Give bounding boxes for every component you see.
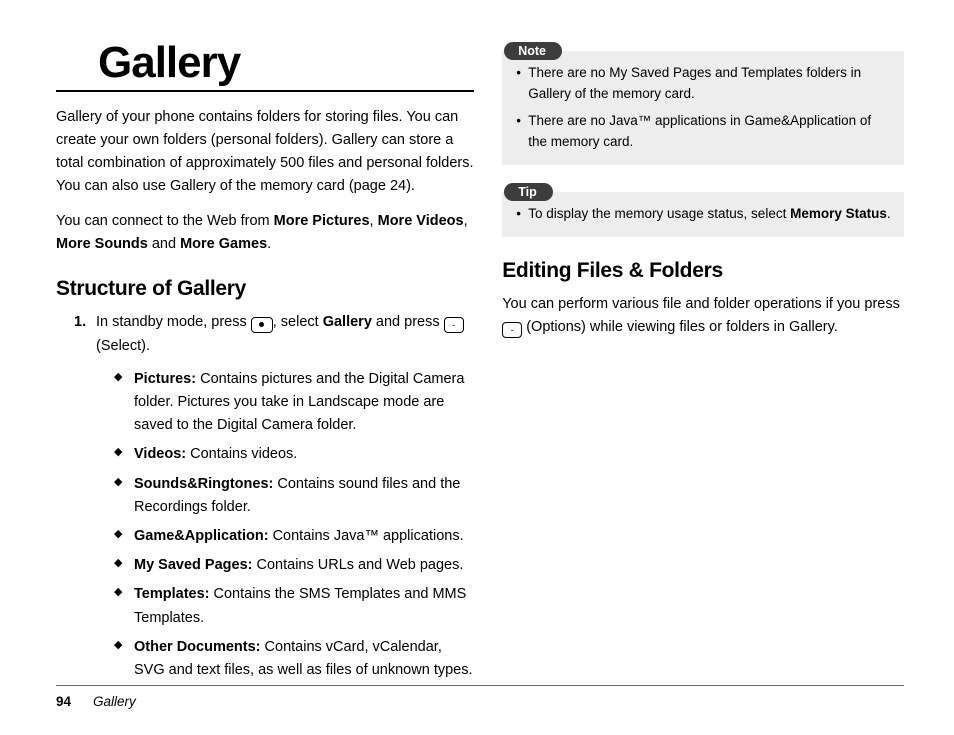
- page-footer: 94 Gallery: [56, 685, 904, 709]
- softkey-icon: ‑: [502, 322, 522, 338]
- folder-name: Other Documents:: [134, 639, 261, 655]
- text: .: [887, 206, 891, 221]
- center-key-icon: [251, 317, 273, 333]
- tip-box: To display the memory usage status, sele…: [502, 192, 904, 237]
- intro-paragraph: Gallery of your phone contains folders f…: [56, 106, 474, 198]
- text: In standby mode, press: [96, 314, 251, 330]
- note-list: There are no My Saved Pages and Template…: [516, 63, 892, 153]
- web-connect-paragraph: You can connect to the Web from More Pic…: [56, 210, 474, 256]
- text: You can perform various file and folder …: [502, 296, 900, 312]
- gallery-menu-label: Gallery: [323, 314, 372, 330]
- memory-status-label: Memory Status: [790, 206, 887, 221]
- folder-list: Pictures: Contains pictures and the Digi…: [96, 368, 474, 682]
- editing-heading: Editing Files & Folders: [502, 259, 904, 283]
- text: .: [267, 236, 271, 252]
- tip-list: To display the memory usage status, sele…: [516, 204, 892, 225]
- steps-list: 1. In standby mode, press , select Galle…: [56, 311, 474, 682]
- text: You can connect to the Web from: [56, 213, 274, 229]
- folder-videos: Videos: Contains videos.: [114, 443, 474, 466]
- text: , select: [273, 314, 323, 330]
- folder-name: My Saved Pages:: [134, 557, 252, 573]
- more-videos-label: More Videos: [378, 213, 464, 229]
- text: To display the memory usage status, sele…: [528, 206, 790, 221]
- note-callout: Note There are no My Saved Pages and Tem…: [502, 42, 904, 165]
- folder-pictures: Pictures: Contains pictures and the Digi…: [114, 368, 474, 438]
- text: (Options) while viewing files or folders…: [522, 319, 838, 335]
- note-item: There are no My Saved Pages and Template…: [516, 63, 892, 105]
- folder-desc: Contains videos.: [186, 446, 297, 462]
- manual-page: Gallery Gallery of your phone contains f…: [0, 0, 954, 735]
- text: and press: [372, 314, 444, 330]
- tip-callout: Tip To display the memory usage status, …: [502, 183, 904, 237]
- folder-name: Videos:: [134, 446, 186, 462]
- text: ,: [370, 213, 378, 229]
- folder-templates: Templates: Contains the SMS Templates an…: [114, 583, 474, 629]
- editing-paragraph: You can perform various file and folder …: [502, 293, 904, 339]
- footer-section: Gallery: [93, 694, 136, 709]
- structure-heading: Structure of Gallery: [56, 277, 474, 301]
- tip-pill: Tip: [504, 183, 553, 201]
- page-title: Gallery: [56, 38, 474, 92]
- text: and: [148, 236, 180, 252]
- softkey-icon: ‑: [444, 317, 464, 333]
- folder-other: Other Documents: Contains vCard, vCalend…: [114, 636, 474, 682]
- right-column: Note There are no My Saved Pages and Tem…: [502, 38, 904, 690]
- tip-item: To display the memory usage status, sele…: [516, 204, 892, 225]
- note-pill: Note: [504, 42, 562, 60]
- note-item: There are no Java™ applications in Game&…: [516, 111, 892, 153]
- page-number: 94: [56, 694, 71, 709]
- more-pictures-label: More Pictures: [274, 213, 370, 229]
- text: ,: [464, 213, 468, 229]
- text: (Select).: [96, 338, 150, 354]
- folder-desc: Contains Java™ applications.: [269, 528, 464, 544]
- folder-name: Sounds&Ringtones:: [134, 476, 273, 492]
- more-sounds-label: More Sounds: [56, 236, 148, 252]
- note-box: There are no My Saved Pages and Template…: [502, 51, 904, 165]
- more-games-label: More Games: [180, 236, 267, 252]
- folder-name: Game&Application:: [134, 528, 269, 544]
- left-column: Gallery Gallery of your phone contains f…: [56, 38, 474, 690]
- folder-saved-pages: My Saved Pages: Contains URLs and Web pa…: [114, 554, 474, 577]
- folder-game-app: Game&Application: Contains Java™ applica…: [114, 525, 474, 548]
- folder-name: Pictures:: [134, 371, 196, 387]
- folder-sounds: Sounds&Ringtones: Contains sound files a…: [114, 473, 474, 519]
- step-number: 1.: [74, 311, 86, 334]
- step-1: 1. In standby mode, press , select Galle…: [74, 311, 474, 682]
- folder-desc: Contains URLs and Web pages.: [252, 557, 463, 573]
- folder-name: Templates:: [134, 586, 209, 602]
- two-column-layout: Gallery Gallery of your phone contains f…: [56, 38, 904, 690]
